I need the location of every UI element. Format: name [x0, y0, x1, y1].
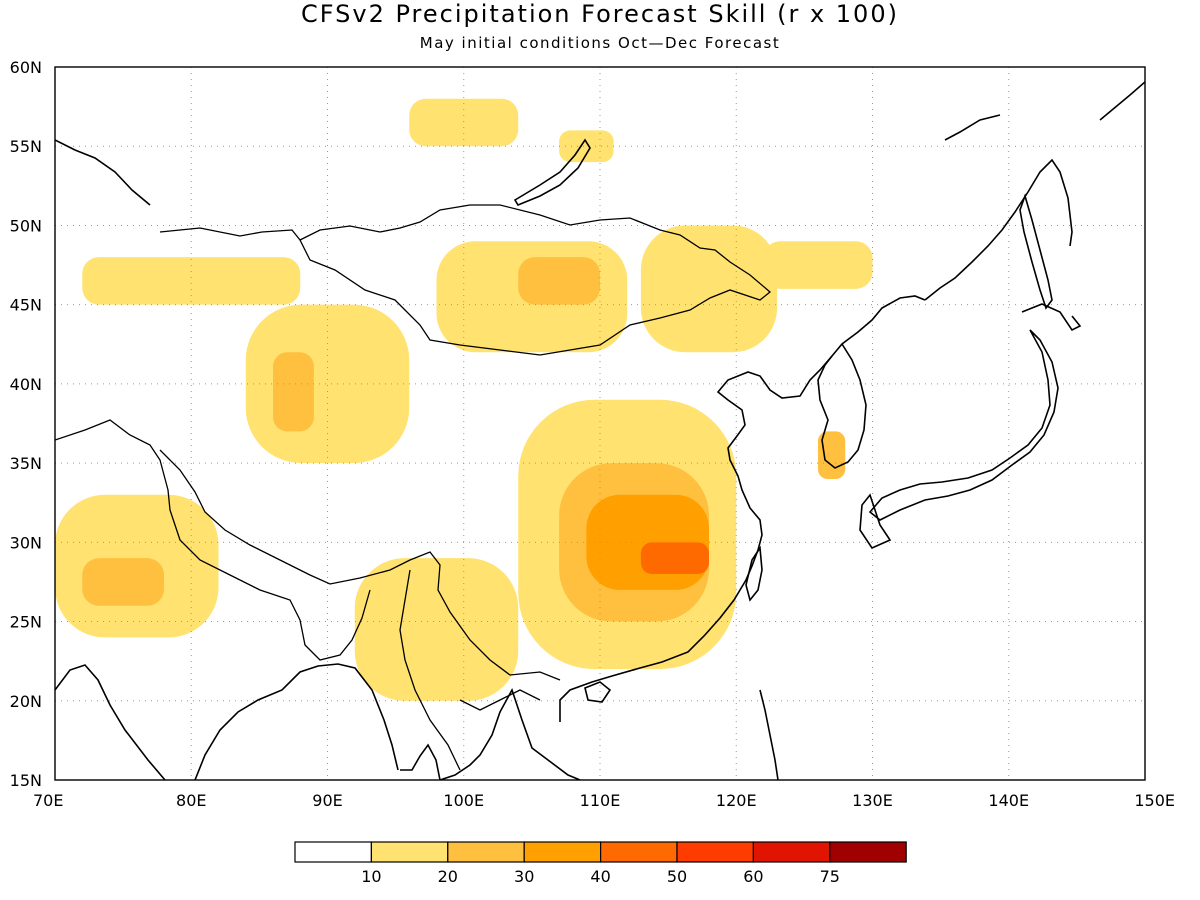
- lat-tick-label: 50N: [10, 216, 42, 235]
- coastline-korea: [817, 343, 867, 469]
- legend-label: 10: [361, 867, 381, 886]
- skill-region-8: [763, 241, 873, 289]
- lat-tick-label: 15N: [10, 771, 42, 790]
- coastlines: [55, 81, 1145, 780]
- legend-swatch: [752, 841, 831, 863]
- lat-tick-label: 20N: [10, 692, 42, 711]
- lon-tick-label: 80E: [176, 791, 206, 810]
- lat-tick-label: 35N: [10, 454, 42, 473]
- lat-tick-label: 25N: [10, 613, 42, 632]
- coastline-russia-pacific: [924, 81, 1145, 301]
- lake-baikal: [513, 138, 591, 207]
- map-subtitle: May initial conditions Oct—Dec Forecast: [419, 34, 781, 52]
- coastline-arabian-india-bay: [55, 663, 441, 780]
- skill-region-10: [82, 558, 164, 606]
- lon-tick-label: 120E: [716, 791, 757, 810]
- coastline-taiwan: [745, 545, 763, 602]
- lat-tick-label: 30N: [10, 533, 42, 552]
- skill-region-6: [518, 257, 600, 305]
- longitude-labels: 70E 80E 90E 100E 110E 120E 130E 140E 150E: [33, 791, 1175, 810]
- lat-lon-grid: [55, 67, 1145, 780]
- lon-tick-label: 110E: [580, 791, 621, 810]
- border-india-china: [159, 449, 561, 681]
- color-legend: 10 20 30 40 50 60 75: [294, 841, 907, 886]
- skill-region-0: [82, 257, 301, 305]
- legend-label: 40: [590, 867, 610, 886]
- lon-tick-label: 130E: [852, 791, 893, 810]
- coastline-sakhalin: [1019, 193, 1053, 310]
- legend-label: 30: [514, 867, 534, 886]
- country-borders: [55, 204, 772, 771]
- map-title: CFSv2 Precipitation Forecast Skill (r x …: [301, 0, 899, 28]
- lon-tick-label: 70E: [33, 791, 63, 810]
- skill-region-3: [409, 98, 519, 147]
- map-frame: [54, 66, 1146, 781]
- legend-label: 20: [438, 867, 458, 886]
- lon-tick-label: 90E: [312, 791, 342, 810]
- skill-region-2: [273, 352, 314, 432]
- coastline-indochina-china: [439, 295, 926, 780]
- lat-tick-label: 45N: [10, 296, 42, 315]
- lon-tick-label: 150E: [1134, 791, 1175, 810]
- lon-tick-label: 140E: [988, 791, 1029, 810]
- legend-label: 60: [743, 867, 763, 886]
- border-myanmar-thailand: [399, 569, 541, 771]
- legend-swatch: [599, 841, 678, 863]
- latitude-labels: 60N 55N 50N 45N 40N 35N 30N 25N 20N 15N: [10, 58, 42, 790]
- legend-swatch: [294, 841, 373, 863]
- coastline-japan: [859, 303, 1082, 550]
- coastline-philippines: [759, 689, 779, 780]
- lat-tick-label: 55N: [10, 137, 42, 156]
- skill-shading-layer: [55, 98, 873, 701]
- border-south-asia: [55, 419, 371, 661]
- coastline-caspian-north: [55, 139, 151, 206]
- lat-tick-label: 40N: [10, 375, 42, 394]
- skill-region-11: [354, 558, 519, 701]
- coastline-hainan: [584, 681, 612, 703]
- skill-region-7: [640, 225, 778, 353]
- lon-tick-label: 100E: [443, 791, 484, 810]
- lat-tick-label: 60N: [10, 58, 42, 77]
- skill-region-4: [559, 130, 614, 163]
- legend-swatch: [370, 841, 449, 863]
- border-kazakh-china-mongolia: [159, 204, 772, 356]
- legend-swatch: [829, 841, 907, 863]
- legend-swatch: [676, 841, 755, 863]
- skill-region-15: [640, 542, 709, 575]
- legend-label: 75: [820, 867, 840, 886]
- legend-swatch: [447, 841, 525, 863]
- legend-label: 50: [667, 867, 687, 886]
- legend-swatch: [523, 841, 602, 863]
